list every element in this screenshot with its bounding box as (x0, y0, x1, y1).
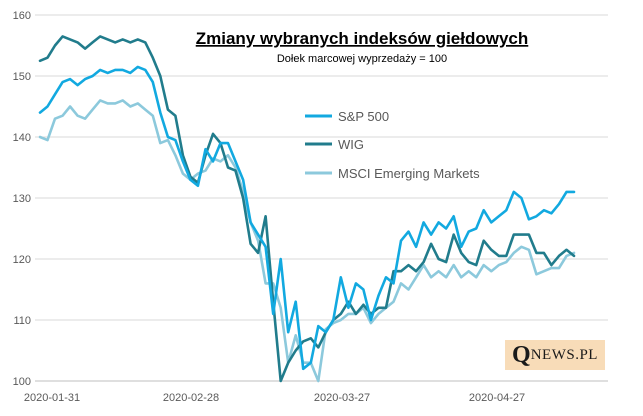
gridlines (35, 14, 608, 321)
series-lines (38, 35, 576, 383)
x-tick-label: 2020-01-31 (24, 392, 80, 404)
logo-rest: NEWS.PL (530, 346, 598, 363)
y-tick-label: 150 (13, 71, 31, 83)
y-tick-label: 160 (13, 10, 31, 22)
series-line-1 (38, 35, 576, 383)
x-axis: 2020-01-31 2020-02-28 2020-03-27 2020-04-27 (24, 392, 525, 404)
qnews-logo: Q NEWS.PL (505, 340, 605, 370)
y-tick-label: 110 (13, 315, 31, 327)
y-tick-label: 120 (13, 254, 31, 266)
series-line-2 (38, 99, 576, 383)
x-tick-label: 2020-04-27 (469, 392, 525, 404)
y-tick-label: 140 (13, 132, 31, 144)
y-axis: 100 110 120 130 140 150 160 (13, 10, 31, 388)
legend-label: S&P 500 (338, 109, 389, 124)
y-tick-label: 130 (13, 193, 31, 205)
legend-label: WIG (338, 137, 364, 152)
legend: S&P 500 WIG MSCI Emerging Markets (305, 109, 480, 181)
legend-label: MSCI Emerging Markets (338, 166, 480, 181)
x-tick-label: 2020-03-27 (314, 392, 370, 404)
chart-subtitle: Dołek marcowej wyprzedaży = 100 (277, 53, 447, 65)
chart-title: Zmiany wybranych indeksów giełdowych (196, 29, 529, 48)
y-tick-label: 100 (13, 376, 31, 388)
logo-q: Q (512, 341, 531, 368)
x-tick-label: 2020-02-28 (163, 392, 219, 404)
series-line-0 (38, 65, 576, 371)
